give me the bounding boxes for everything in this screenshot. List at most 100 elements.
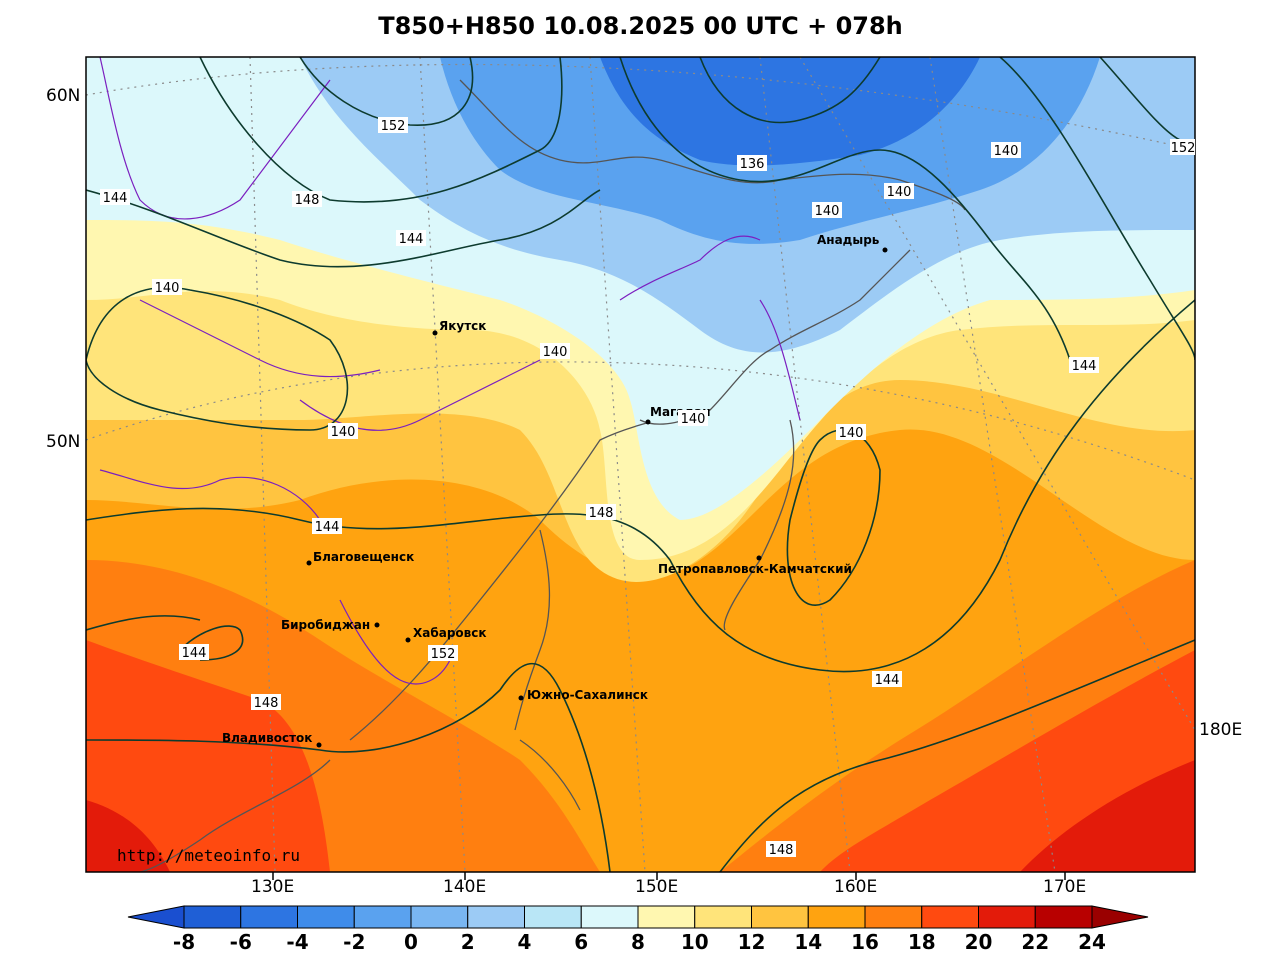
contour-label: 152 xyxy=(1170,139,1195,156)
colorbar-tick-label: 16 xyxy=(851,930,879,954)
colorbar-high-arrow xyxy=(1091,905,1149,929)
colorbar-swatch xyxy=(353,905,412,929)
contour-label: 140 xyxy=(836,424,866,441)
contour-label: 140 xyxy=(884,183,914,200)
colorbar-swatch xyxy=(751,905,809,929)
colorbar-tick-label: 8 xyxy=(631,930,645,954)
lon-label-170e: 170E xyxy=(1043,877,1087,897)
colorbar-swatch xyxy=(183,905,242,929)
svg-text:152: 152 xyxy=(1171,141,1196,156)
lon-label-150e: 150E xyxy=(635,877,679,897)
colorbar-swatch xyxy=(410,905,469,929)
lon-label-160e: 160E xyxy=(834,877,878,897)
colorbar-swatch xyxy=(637,905,696,929)
contour-label: 144 xyxy=(396,230,426,247)
city-dot-khabarovsk xyxy=(405,637,411,643)
city-label-vladivostok: Владивосток xyxy=(222,731,312,745)
contour-label: 140 xyxy=(152,279,182,296)
svg-text:148: 148 xyxy=(769,843,794,858)
contour-label: 140 xyxy=(991,142,1021,159)
graticule xyxy=(86,57,1195,872)
city-dot-magadan xyxy=(645,419,651,425)
temp-band-18-west xyxy=(86,640,330,872)
colorbar-swatch xyxy=(524,905,582,929)
contour-label: 140 xyxy=(812,202,842,219)
colorbar-swatch xyxy=(807,905,866,929)
temp-band-minus6 xyxy=(600,57,980,166)
colorbar-tick-label: 20 xyxy=(964,930,993,954)
colorbar-swatch xyxy=(1034,905,1093,929)
contour-label: 148 xyxy=(766,841,796,858)
contour-label: 148 xyxy=(251,694,281,711)
colorbar-tick-label: 22 xyxy=(1021,930,1050,954)
svg-text:140: 140 xyxy=(155,281,180,296)
colorbar-low-arrow xyxy=(127,905,185,929)
colorbar-tick-label: 18 xyxy=(907,930,936,954)
lat-label-60n: 60N xyxy=(46,86,81,106)
svg-text:144: 144 xyxy=(103,191,128,206)
svg-text:148: 148 xyxy=(589,506,614,521)
contour-label: 144 xyxy=(179,644,209,661)
contour-label: 152 xyxy=(428,645,458,662)
colorbar-tick-label: 2 xyxy=(460,930,475,954)
contour-label: 140 xyxy=(540,343,570,360)
city-dot-yakutsk xyxy=(432,330,438,336)
city-label-yuzhno-sakhalinsk: Южно-Сахалинск xyxy=(527,688,648,702)
lat-label-50n: 50N xyxy=(46,432,81,452)
colorbar-swatch xyxy=(921,905,979,929)
source-credit: http://meteoinfo.ru xyxy=(117,846,301,865)
contour-label: 144 xyxy=(100,189,130,206)
svg-text:140: 140 xyxy=(681,412,706,427)
city-label-birobidzhan: Биробиджан xyxy=(281,618,370,632)
lon-label-180e: 180E xyxy=(1199,720,1243,740)
colorbar-swatch xyxy=(240,905,298,929)
svg-text:136: 136 xyxy=(740,157,765,172)
city-label-petropavlovsk: Петропавловск-Камчатский xyxy=(658,562,852,576)
svg-text:144: 144 xyxy=(182,646,207,661)
city-label-khabarovsk: Хабаровск xyxy=(413,626,487,640)
svg-text:140: 140 xyxy=(543,345,568,360)
colorbar-tick-label: 10 xyxy=(680,930,709,954)
map-frame xyxy=(85,56,1196,873)
city-dot-anadyr xyxy=(882,247,888,253)
colorbar-tick-label: 12 xyxy=(737,930,766,954)
city-markers xyxy=(306,247,888,748)
svg-text:140: 140 xyxy=(815,204,840,219)
svg-text:140: 140 xyxy=(994,144,1019,159)
city-dot-birobidzhan xyxy=(374,622,380,628)
svg-text:144: 144 xyxy=(399,232,424,247)
lon-ticks xyxy=(272,872,1066,880)
colorbar xyxy=(127,905,1149,929)
svg-text:140: 140 xyxy=(887,185,912,200)
height-contours xyxy=(86,57,1195,872)
svg-text:144: 144 xyxy=(1072,359,1097,374)
svg-text:148: 148 xyxy=(254,696,279,711)
colorbar-tick-label: 24 xyxy=(1078,930,1106,954)
colorbar-tick-label: 0 xyxy=(404,930,418,954)
city-dot-blagoveshchensk xyxy=(306,560,312,566)
city-label-blagoveshchensk: Благовещенск xyxy=(313,550,414,564)
colorbar-tick-label: 6 xyxy=(574,930,589,954)
city-label-yakutsk: Якутск xyxy=(439,319,486,333)
contour-label: 140 xyxy=(328,423,358,440)
contour-label: 140 xyxy=(678,410,708,427)
city-dot-petropavlovsk xyxy=(756,555,762,561)
temp-band-20-west xyxy=(86,800,170,872)
lon-label-130e: 130E xyxy=(251,877,295,897)
city-dot-vladivostok xyxy=(316,742,322,748)
temp-band-20-east xyxy=(1020,760,1195,872)
contour-label: 136 xyxy=(737,155,767,172)
colorbar-swatch xyxy=(297,905,355,929)
colorbar-tick-label: -2 xyxy=(343,930,366,954)
svg-text:148: 148 xyxy=(295,193,320,208)
city-dot-yuzhno-sakhalinsk xyxy=(518,695,524,701)
svg-text:144: 144 xyxy=(315,520,340,535)
contour-label: 144 xyxy=(312,518,342,535)
colorbar-tick-label: -4 xyxy=(286,930,309,954)
colorbar-swatch xyxy=(580,905,639,929)
map-title: T850+H850 10.08.2025 00 UTC + 078h xyxy=(378,12,903,40)
contour-label: 144 xyxy=(1069,357,1099,374)
contour-label: 144 xyxy=(872,671,902,688)
colorbar-swatch xyxy=(694,905,752,929)
